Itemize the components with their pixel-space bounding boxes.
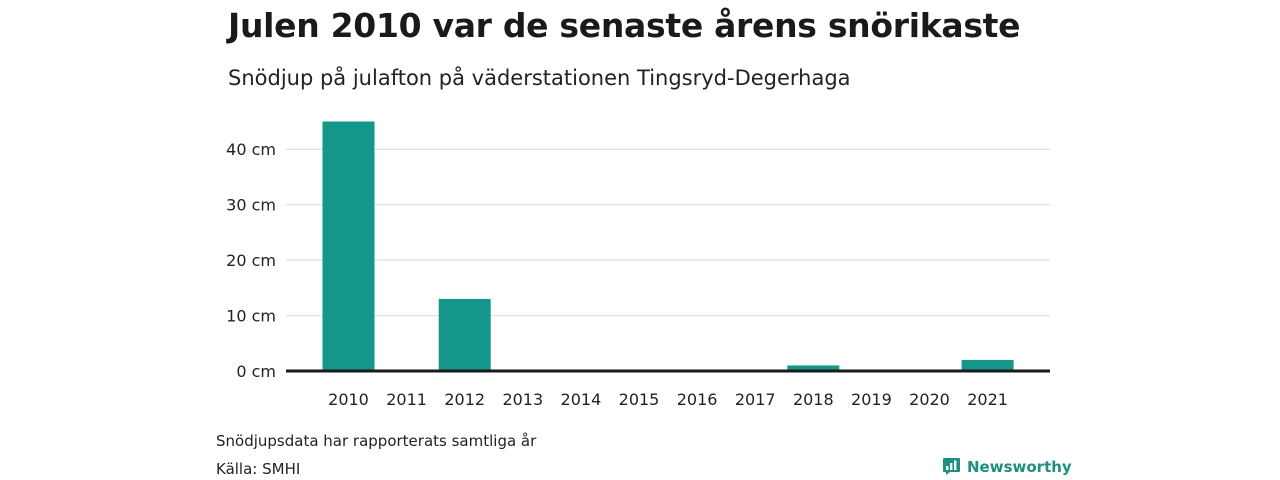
x-tick-label: 2011 xyxy=(386,390,427,409)
x-tick-label: 2014 xyxy=(561,390,602,409)
brand-name: Newsworthy xyxy=(967,457,1072,476)
y-tick-label: 40 cm xyxy=(226,140,276,159)
x-tick-label: 2017 xyxy=(735,390,776,409)
bar-2010 xyxy=(322,121,375,371)
chart-title: Julen 2010 var de senaste årens snörikas… xyxy=(228,6,1021,45)
y-tick-label: 20 cm xyxy=(226,251,276,270)
bar-2018 xyxy=(787,365,840,371)
x-tick-label: 2018 xyxy=(793,390,834,409)
bar-chart-logo-icon xyxy=(943,458,960,475)
y-tick-label: 10 cm xyxy=(226,307,276,326)
data-note: Snödjupsdata har rapporterats samtliga å… xyxy=(216,432,537,450)
brand-logo[interactable]: Newsworthy xyxy=(942,457,1072,476)
x-tick-label: 2013 xyxy=(502,390,543,409)
x-tick-label: 2021 xyxy=(967,390,1008,409)
x-tick-label: 2020 xyxy=(909,390,950,409)
bar-2012 xyxy=(438,298,491,371)
bar-2021 xyxy=(961,359,1014,371)
chart-subtitle: Snödjup på julafton på väderstationen Ti… xyxy=(228,66,851,90)
y-tick-label: 30 cm xyxy=(226,196,276,215)
y-tick-label: 0 cm xyxy=(236,362,276,381)
x-tick-label: 2010 xyxy=(328,390,369,409)
x-tick-label: 2012 xyxy=(444,390,485,409)
x-tick-label: 2016 xyxy=(677,390,718,409)
x-tick-label: 2019 xyxy=(851,390,892,409)
x-tick-label: 2015 xyxy=(619,390,660,409)
source-label: Källa: SMHI xyxy=(216,460,301,478)
